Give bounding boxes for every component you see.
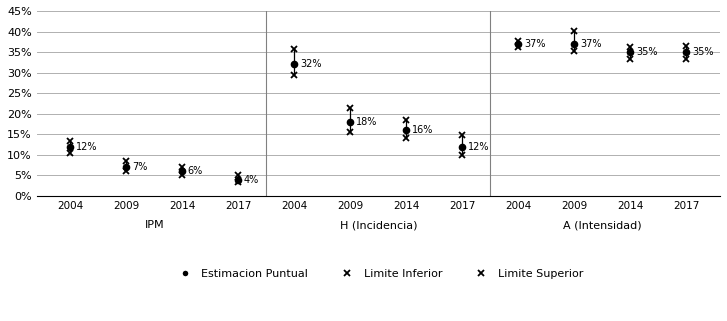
Legend: Estimacion Puntual, Limite Inferior, Limite Superior: Estimacion Puntual, Limite Inferior, Lim… [169,264,587,283]
Text: H (Incidencia): H (Incidencia) [340,220,417,230]
Text: IPM: IPM [145,220,164,230]
Text: 37%: 37% [524,39,545,49]
Text: 35%: 35% [692,47,713,57]
Text: 32%: 32% [300,59,321,69]
Text: 35%: 35% [636,47,657,57]
Text: 12%: 12% [76,142,97,152]
Text: 18%: 18% [356,117,377,127]
Text: 6%: 6% [188,166,203,176]
Text: 16%: 16% [412,125,433,135]
Text: 7%: 7% [132,162,147,172]
Text: 12%: 12% [468,142,489,152]
Text: 4%: 4% [244,175,259,185]
Text: A (Intensidad): A (Intensidad) [563,220,642,230]
Text: 37%: 37% [580,39,601,49]
